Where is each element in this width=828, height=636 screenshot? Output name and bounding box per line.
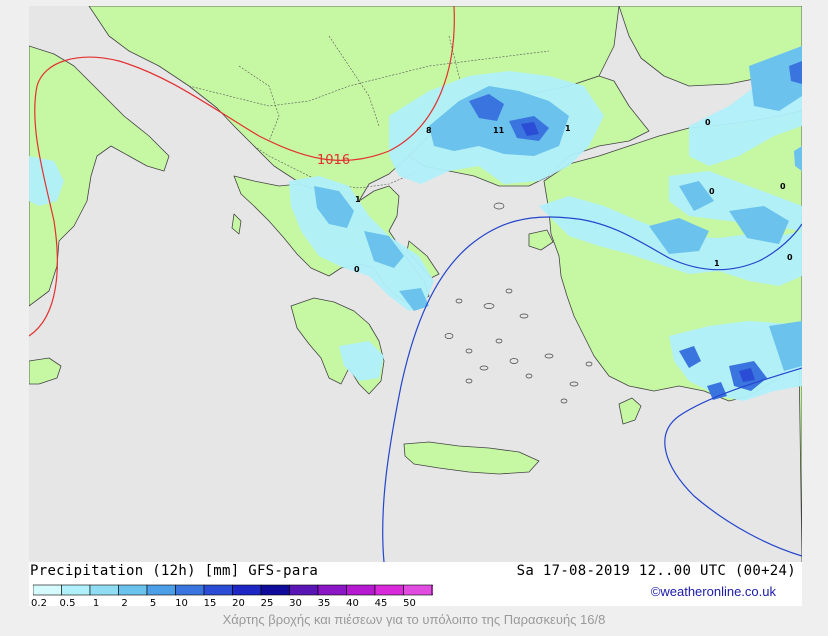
color-scale-swatch xyxy=(61,584,91,596)
land-sicily xyxy=(29,357,62,385)
color-scale-label: 50 xyxy=(403,598,416,609)
forecast-date: Sa 17-08-2019 12..00 UTC (00+24) xyxy=(516,563,796,579)
color-scale-label: 45 xyxy=(374,598,388,609)
color-scale-label: 30 xyxy=(289,598,302,609)
point-value: 11 xyxy=(493,126,505,135)
color-scale-swatch xyxy=(403,584,433,596)
color-scale-swatch xyxy=(232,584,262,596)
precipitation-color-scale xyxy=(33,584,433,596)
color-scale-label: 35 xyxy=(317,598,331,609)
color-scale-arrow xyxy=(431,584,433,596)
color-scale-swatch xyxy=(374,584,404,596)
color-scale-swatch xyxy=(260,584,290,596)
point-value: 1 xyxy=(565,124,571,133)
precip-very-heavy xyxy=(521,122,755,382)
point-value: 0 xyxy=(787,253,793,262)
color-scale-label: 1 xyxy=(92,598,100,609)
color-scale-label: 0.2 xyxy=(31,598,47,609)
color-scale-label: 2 xyxy=(121,598,128,609)
isobar-low-east xyxy=(664,367,802,557)
islands-layer xyxy=(444,202,593,404)
color-scale-swatch xyxy=(317,584,347,596)
credit-link[interactable]: ©weatheronline.co.uk xyxy=(650,584,776,599)
land-lesbos xyxy=(528,229,554,251)
precipitation-map: 1016 8 11 1 1 0 0 0 0 1 0 xyxy=(29,6,802,562)
color-scale-swatch xyxy=(146,584,176,596)
color-scale-label: 25 xyxy=(260,598,274,609)
legend-title: Precipitation (12h) [mm] GFS-para xyxy=(30,563,319,579)
point-value: 0 xyxy=(354,265,360,274)
color-scale-swatch xyxy=(89,584,119,596)
color-scale-swatch xyxy=(33,584,62,596)
color-scale-swatch xyxy=(289,584,319,596)
point-value: 0 xyxy=(705,118,711,127)
color-scale-label: 10 xyxy=(175,598,188,609)
land-rhodes xyxy=(618,397,642,425)
point-value: 1 xyxy=(355,195,361,204)
image-caption: Χάρτης βροχής και πιέσεων για το υπόλοιπ… xyxy=(222,612,606,627)
isobar-label: 1016 xyxy=(317,153,350,168)
point-value: 0 xyxy=(709,187,715,196)
point-value: 1 xyxy=(714,259,720,268)
color-scale-swatch xyxy=(118,584,148,596)
color-scale-labels: 0.2 0.5 1 2 5 10 15 20 25 30 35 40 45 50 xyxy=(29,598,449,610)
color-scale-swatch xyxy=(175,584,205,596)
land-corfu xyxy=(231,213,242,235)
point-value: 0 xyxy=(780,182,786,191)
color-scale-label: 5 xyxy=(149,598,157,609)
legend: Precipitation (12h) [mm] GFS-para Sa 17-… xyxy=(29,562,802,609)
color-scale-label: 40 xyxy=(346,598,359,609)
weather-map-figure: 1016 8 11 1 1 0 0 0 0 1 0 Precipitation … xyxy=(29,6,802,609)
color-scale-swatch xyxy=(346,584,376,596)
color-scale-label: 0.5 xyxy=(59,598,76,609)
isobar-low-west xyxy=(382,216,802,562)
point-values: 8 11 1 1 0 0 0 0 1 0 xyxy=(354,118,793,274)
point-value: 8 xyxy=(426,126,432,135)
color-scale-swatch xyxy=(203,584,233,596)
isobar-high xyxy=(29,6,455,337)
color-scale-label: 20 xyxy=(232,598,245,609)
color-scale-label: 15 xyxy=(203,598,217,609)
land-crete xyxy=(403,441,540,475)
